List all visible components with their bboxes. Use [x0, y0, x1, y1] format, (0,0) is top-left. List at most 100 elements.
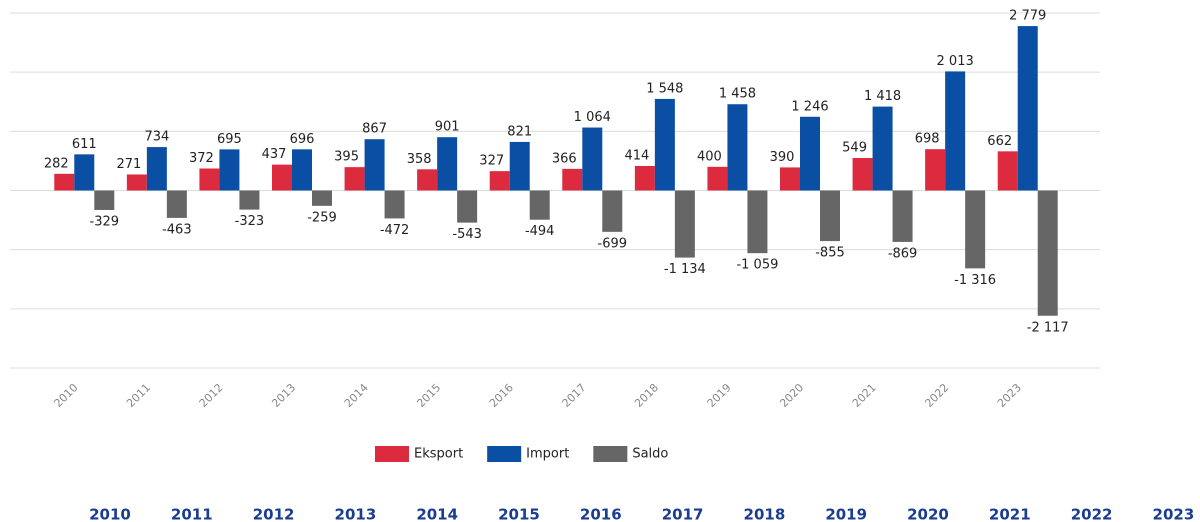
x-tick-label: 2014 — [342, 381, 371, 410]
data-label: -1 316 — [954, 273, 996, 288]
x-tick-label: 2011 — [124, 381, 153, 410]
legend-swatch — [487, 446, 522, 462]
data-label: -699 — [598, 236, 628, 251]
x-tick-label: 2010 — [52, 381, 81, 410]
year-button[interactable]: 2021 — [989, 506, 1031, 522]
legend-swatch — [593, 446, 628, 462]
year-button[interactable]: 2016 — [580, 506, 622, 522]
data-label: 549 — [842, 141, 867, 156]
bar — [582, 127, 603, 191]
x-tick-label: 2017 — [560, 381, 589, 410]
year-button[interactable]: 2013 — [335, 506, 377, 522]
bar — [747, 190, 768, 254]
data-label: 821 — [507, 124, 532, 139]
data-label: 1 064 — [574, 110, 611, 125]
bar — [457, 190, 478, 223]
year-button[interactable]: 2011 — [171, 506, 213, 522]
bar — [344, 167, 365, 191]
legend-swatch — [375, 446, 409, 462]
data-label: 1 548 — [646, 81, 683, 96]
bar — [707, 166, 728, 191]
data-label: -855 — [815, 246, 845, 261]
data-label: -472 — [380, 223, 410, 238]
year-button[interactable]: 2015 — [498, 506, 540, 522]
data-label: 901 — [435, 120, 460, 135]
data-label: 437 — [262, 147, 287, 162]
bar — [219, 149, 240, 191]
bar — [925, 149, 946, 191]
x-tick-label: 2022 — [922, 381, 951, 410]
bar — [674, 190, 695, 258]
data-label: 662 — [987, 134, 1012, 149]
bar — [892, 190, 913, 242]
x-tick-label: 2021 — [850, 381, 879, 410]
bar — [780, 167, 800, 191]
bar — [126, 174, 147, 191]
data-label: 358 — [407, 152, 432, 167]
data-label: 282 — [44, 156, 69, 171]
bar — [872, 106, 893, 191]
bar — [1017, 26, 1038, 191]
data-label: 414 — [624, 149, 649, 164]
bar — [166, 190, 187, 218]
bar — [965, 190, 986, 269]
data-label: 611 — [72, 137, 97, 152]
year-button[interactable]: 2014 — [416, 506, 458, 522]
data-label: 695 — [217, 132, 242, 147]
bar — [602, 190, 623, 232]
legend-label: Import — [526, 447, 569, 462]
year-button[interactable]: 2012 — [253, 506, 295, 522]
x-tick-label: 2020 — [777, 381, 806, 410]
bar — [820, 190, 840, 242]
bar — [562, 168, 583, 191]
data-label: 390 — [770, 150, 795, 165]
bar — [54, 173, 75, 191]
bar — [292, 149, 312, 191]
data-label: 734 — [144, 130, 169, 145]
data-label: -329 — [90, 214, 120, 229]
data-label: -543 — [452, 227, 482, 242]
x-tick-label: 2015 — [414, 381, 443, 410]
data-label: -2 117 — [1027, 320, 1069, 335]
data-label: 271 — [116, 157, 141, 172]
bar — [417, 169, 438, 191]
bar — [94, 190, 115, 210]
data-label: 400 — [697, 149, 722, 164]
year-button[interactable]: 2019 — [825, 506, 867, 522]
data-label: 1 246 — [791, 99, 828, 114]
year-button[interactable]: 2018 — [744, 506, 786, 522]
year-button[interactable]: 2022 — [1071, 506, 1113, 522]
bar — [529, 190, 550, 220]
year-button[interactable]: 2010 — [89, 506, 131, 522]
data-label: 395 — [334, 150, 359, 165]
x-tick-label: 2019 — [705, 381, 734, 410]
data-label: -259 — [307, 210, 337, 225]
bar — [239, 190, 260, 210]
bar — [654, 98, 675, 191]
bar — [1037, 190, 1058, 316]
data-label: 1 418 — [864, 89, 901, 104]
data-label: -1 059 — [736, 258, 778, 273]
bar — [272, 164, 292, 191]
bar — [634, 166, 655, 191]
bar — [800, 116, 820, 191]
bar — [945, 71, 966, 191]
x-tick-label: 2018 — [632, 381, 661, 410]
data-label: 372 — [189, 151, 214, 166]
bar — [997, 151, 1018, 191]
bar — [384, 190, 405, 219]
x-tick-label: 2016 — [487, 381, 516, 410]
legend-label: Eksport — [414, 447, 463, 462]
data-label: 1 458 — [719, 87, 756, 102]
bar — [312, 190, 332, 206]
year-button[interactable]: 2023 — [1153, 506, 1195, 522]
data-label: -1 134 — [664, 262, 706, 277]
year-button[interactable]: 2017 — [662, 506, 704, 522]
data-label: -869 — [888, 246, 918, 261]
data-label: 366 — [552, 151, 577, 166]
bar — [509, 141, 530, 191]
bar — [146, 147, 167, 191]
year-button[interactable]: 2020 — [907, 506, 949, 522]
bar — [727, 104, 748, 191]
